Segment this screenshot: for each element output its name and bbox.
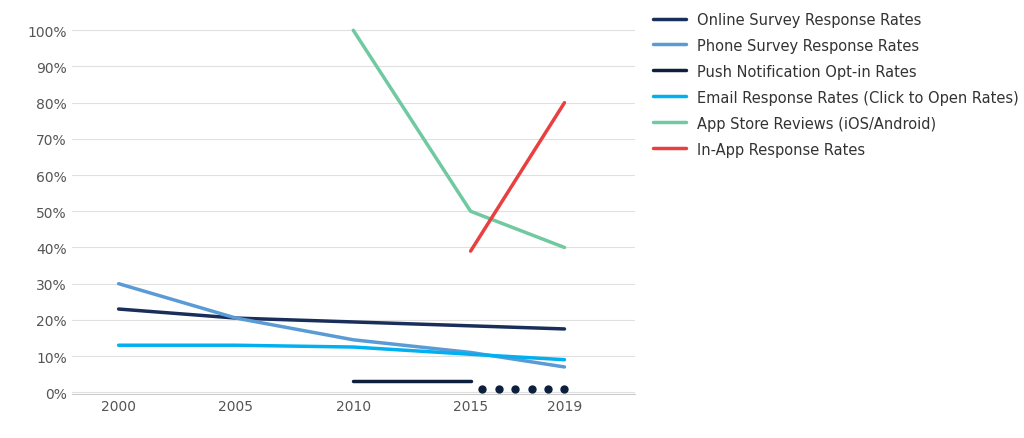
Line: In-App Response Rates: In-App Response Rates	[471, 103, 564, 251]
In-App Response Rates	[558, 101, 570, 106]
Email Response Rates (Click to Open Rates)	[558, 357, 570, 363]
App Store Reviews (iOS/Android)	[347, 28, 359, 34]
Phone Survey Response Rates	[558, 364, 570, 370]
Line: App Store Reviews (iOS/Android): App Store Reviews (iOS/Android)	[353, 31, 564, 248]
Push Notification Opt-in Rates	[347, 379, 359, 384]
App Store Reviews (iOS/Android)	[465, 209, 477, 215]
Email Response Rates (Click to Open Rates)	[465, 352, 477, 357]
Push Notification Opt-in Rates	[465, 379, 477, 384]
Line: Online Survey Response Rates: Online Survey Response Rates	[119, 309, 564, 329]
In-App Response Rates	[465, 249, 477, 254]
Phone Survey Response Rates	[229, 316, 242, 321]
Line: Phone Survey Response Rates: Phone Survey Response Rates	[119, 284, 564, 367]
Email Response Rates (Click to Open Rates)	[347, 345, 359, 350]
Phone Survey Response Rates	[113, 281, 125, 286]
App Store Reviews (iOS/Android)	[558, 245, 570, 251]
Email Response Rates (Click to Open Rates)	[229, 343, 242, 348]
Phone Survey Response Rates	[347, 337, 359, 343]
Online Survey Response Rates	[229, 316, 242, 321]
Online Survey Response Rates	[558, 327, 570, 332]
Line: Email Response Rates (Click to Open Rates): Email Response Rates (Click to Open Rate…	[119, 346, 564, 360]
Legend: Online Survey Response Rates, Phone Survey Response Rates, Push Notification Opt: Online Survey Response Rates, Phone Surv…	[653, 13, 1019, 157]
Online Survey Response Rates	[113, 307, 125, 312]
Phone Survey Response Rates	[465, 350, 477, 355]
Email Response Rates (Click to Open Rates)	[113, 343, 125, 348]
